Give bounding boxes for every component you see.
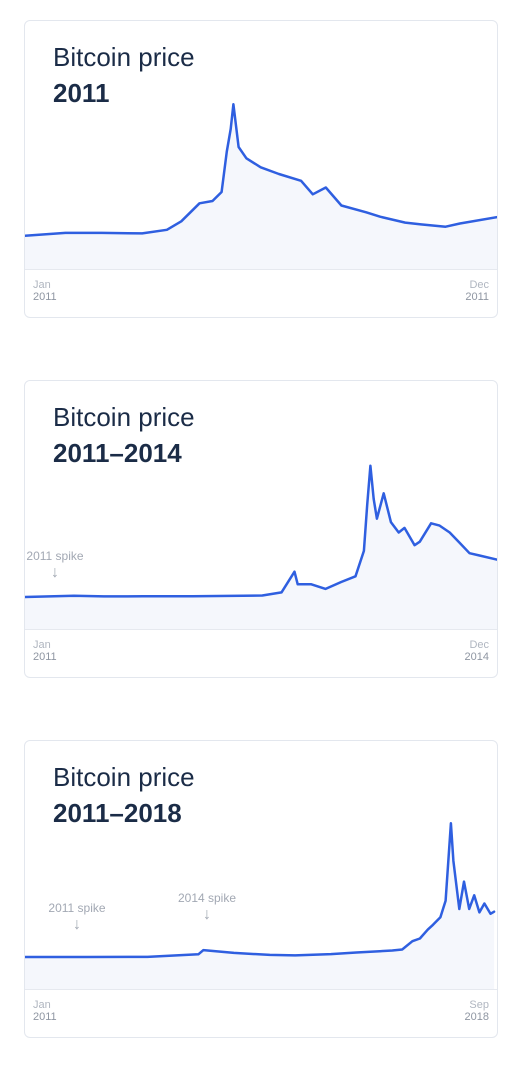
x-tick-end-month: Dec (469, 639, 489, 651)
arrow-down-icon: ↓ (73, 916, 81, 933)
arrow-down-icon: ↓ (202, 906, 211, 923)
annotation-label: 2014 spike (177, 891, 237, 905)
chart-plot (25, 103, 497, 269)
price-line (25, 103, 497, 237)
price-area-fill (25, 823, 495, 989)
price-area-fill (25, 104, 497, 269)
chart-subtitle: 2011–2018 (53, 798, 182, 828)
annotation-2014-spike: 2014 spike ↓ (178, 891, 236, 923)
chart-subtitle: 2011 (53, 78, 110, 108)
x-tick-start: Jan 2011 (33, 639, 57, 663)
annotation-label: 2011 spike (26, 549, 84, 563)
x-axis-line (25, 989, 497, 990)
x-tick-end-month: Sep (469, 999, 489, 1011)
x-tick-start-year: 2011 (33, 291, 57, 303)
x-tick-end-year: 2011 (465, 291, 489, 303)
chart-title: Bitcoin price (53, 402, 195, 432)
price-area-fill (25, 465, 497, 629)
x-tick-end: Sep 2018 (465, 999, 489, 1023)
annotation-2011-spike: 2011 spike ↓ (48, 901, 105, 933)
x-tick-start-month: Jan (33, 639, 51, 651)
x-tick-start-month: Jan (33, 279, 51, 291)
x-axis-line (25, 269, 497, 270)
x-tick-start-month: Jan (33, 999, 51, 1011)
x-axis-line (25, 629, 497, 630)
chart-title: Bitcoin price (53, 762, 195, 792)
chart-subtitle: 2011–2014 (53, 438, 182, 468)
x-tick-end: Dec 2014 (465, 639, 489, 663)
chart-card-2011-2014: Bitcoin price 2011–2014 2011 spike ↓ Jan… (24, 380, 498, 678)
x-tick-start-year: 2011 (33, 651, 57, 663)
chart-title: Bitcoin price (53, 42, 195, 72)
x-tick-start: Jan 2011 (33, 999, 57, 1023)
x-tick-start: Jan 2011 (33, 279, 57, 303)
price-line (25, 822, 496, 959)
chart-card-2011: Bitcoin price 2011 Jan 2011 Dec 2011 (24, 20, 498, 318)
chart-plot (25, 822, 496, 989)
x-tick-end: Dec 2011 (465, 279, 489, 303)
chart-plot (25, 464, 497, 629)
chart-card-2011-2018: Bitcoin price 2011–2018 2011 spike ↓ 201… (24, 740, 498, 1038)
x-tick-end-year: 2018 (464, 1011, 489, 1023)
x-tick-end-month: Dec (469, 279, 489, 291)
price-line (25, 464, 497, 599)
x-tick-end-year: 2014 (464, 651, 489, 663)
annotation-label: 2011 spike (48, 901, 106, 915)
x-tick-start-year: 2011 (33, 1011, 57, 1023)
annotation-2011-spike: 2011 spike ↓ (26, 549, 83, 581)
arrow-down-icon: ↓ (51, 564, 59, 581)
